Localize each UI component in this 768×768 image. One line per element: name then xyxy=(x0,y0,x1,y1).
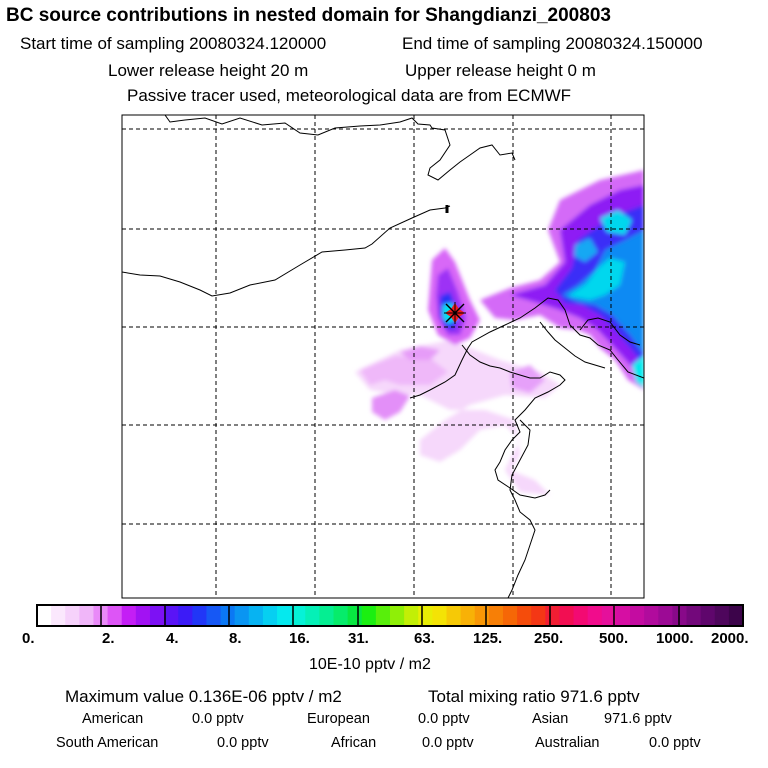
colorbar-cell xyxy=(277,605,292,626)
colorbar-cell xyxy=(234,605,250,626)
colorbar-tick-label: 31. xyxy=(348,630,369,647)
american-label: American xyxy=(82,711,144,727)
colorbar-cell xyxy=(164,605,179,626)
end-time-text: End time of sampling 20080324.150000 xyxy=(402,34,703,53)
colorbar-cell xyxy=(672,605,688,626)
colorbar-cell xyxy=(135,605,151,626)
colorbar-tick-label: 500. xyxy=(599,630,629,647)
colorbar-cell xyxy=(644,605,659,626)
colorbar-cell xyxy=(319,605,335,626)
colorbar-frame xyxy=(36,604,744,627)
map-gridlines xyxy=(122,115,644,598)
colorbar-cell xyxy=(121,605,137,626)
colorbar-cell xyxy=(37,605,52,626)
colorbar-cell xyxy=(502,605,518,626)
map-frame xyxy=(121,114,645,599)
colorbar-cell xyxy=(658,605,673,626)
colorbar-tick-label: 2. xyxy=(102,630,115,647)
colorbar-cell xyxy=(361,605,377,626)
colorbar-cell xyxy=(390,605,405,626)
upper-release-height-text: Upper release height 0 m xyxy=(405,61,596,80)
total-mixing-ratio-text: Total mixing ratio 971.6 pptv xyxy=(428,687,640,706)
colorbar-cell xyxy=(333,605,349,626)
colorbar-cell xyxy=(545,605,561,626)
colorbar-cell xyxy=(220,605,236,626)
colorbar-cell xyxy=(178,605,193,626)
colorbar-tick-label: 0. xyxy=(22,630,35,647)
colorbar-cell xyxy=(531,605,546,626)
european-label: European xyxy=(307,711,370,727)
south-american-value: 0.0 pptv xyxy=(217,735,269,751)
colorbar-cell xyxy=(573,605,589,626)
colorbar-cell xyxy=(65,605,80,626)
australian-value: 0.0 pptv xyxy=(649,735,701,751)
colorbar-cell xyxy=(347,605,363,626)
colorbar-cell xyxy=(432,605,448,626)
coastlines xyxy=(122,115,644,598)
colorbar-tick-label: 8. xyxy=(229,630,242,647)
colorbar-tick-label: 63. xyxy=(414,630,435,647)
colorbar-cell xyxy=(375,605,391,626)
colorbar-cell xyxy=(291,605,306,626)
australian-label: Australian xyxy=(535,735,600,751)
american-value: 0.0 pptv xyxy=(192,711,244,727)
colorbar-cell xyxy=(474,605,490,626)
colorbar-cell xyxy=(686,605,702,626)
colorbar-cell xyxy=(262,605,278,626)
african-value: 0.0 pptv xyxy=(422,735,474,751)
colorbar-cell xyxy=(418,605,433,626)
colorbar-cell xyxy=(517,605,532,626)
page-title: BC source contributions in nested domain… xyxy=(6,5,611,26)
colorbar-cell xyxy=(192,605,208,626)
colorbar-unit-label: 10E-10 pptv / m2 xyxy=(309,656,431,673)
colorbar-cell xyxy=(248,605,264,626)
receptor-marker-icon xyxy=(444,302,466,324)
asian-value: 971.6 pptv xyxy=(604,711,672,727)
colorbar-cell xyxy=(206,605,222,626)
colorbar-cell xyxy=(404,605,419,626)
lower-release-height-text: Lower release height 20 m xyxy=(108,61,309,80)
colorbar-cell xyxy=(615,605,631,626)
european-value: 0.0 pptv xyxy=(418,711,470,727)
colorbar-cell xyxy=(488,605,504,626)
max-value-text: Maximum value 0.136E-06 pptv / m2 xyxy=(65,687,342,706)
colorbar-cell xyxy=(714,605,730,626)
colorbar-cell xyxy=(79,605,95,626)
colorbar-tick-label: 4. xyxy=(166,630,179,647)
colorbar-cell xyxy=(305,605,320,626)
colorbar-dividers xyxy=(100,605,680,626)
colorbar-cell xyxy=(700,605,716,626)
colorbar-tick-label: 2000. xyxy=(711,630,749,647)
colorbar-cell xyxy=(601,605,617,626)
colorbar-cell xyxy=(107,605,123,626)
colorbar-tick-label: 16. xyxy=(289,630,310,647)
colorbar-cell xyxy=(728,605,744,626)
south-american-label: South American xyxy=(56,735,159,751)
colorbar-cell xyxy=(559,605,575,626)
colorbar-cell xyxy=(149,605,165,626)
colorbar-cell xyxy=(587,605,603,626)
colorbar-cell xyxy=(446,605,462,626)
african-label: African xyxy=(331,735,377,751)
colorbar-cell xyxy=(51,605,66,626)
colorbar-cell xyxy=(630,605,645,626)
colorbar-tick-label: 125. xyxy=(473,630,503,647)
colorbar-tick-label: 250. xyxy=(534,630,564,647)
colorbar-tick-label: 1000. xyxy=(656,630,694,647)
colorbar-cell xyxy=(460,605,476,626)
concentration-field xyxy=(355,170,644,495)
start-time-text: Start time of sampling 20080324.120000 xyxy=(20,34,327,53)
tracer-note-text: Passive tracer used, meteorological data… xyxy=(127,86,572,105)
asian-label: Asian xyxy=(532,711,569,727)
